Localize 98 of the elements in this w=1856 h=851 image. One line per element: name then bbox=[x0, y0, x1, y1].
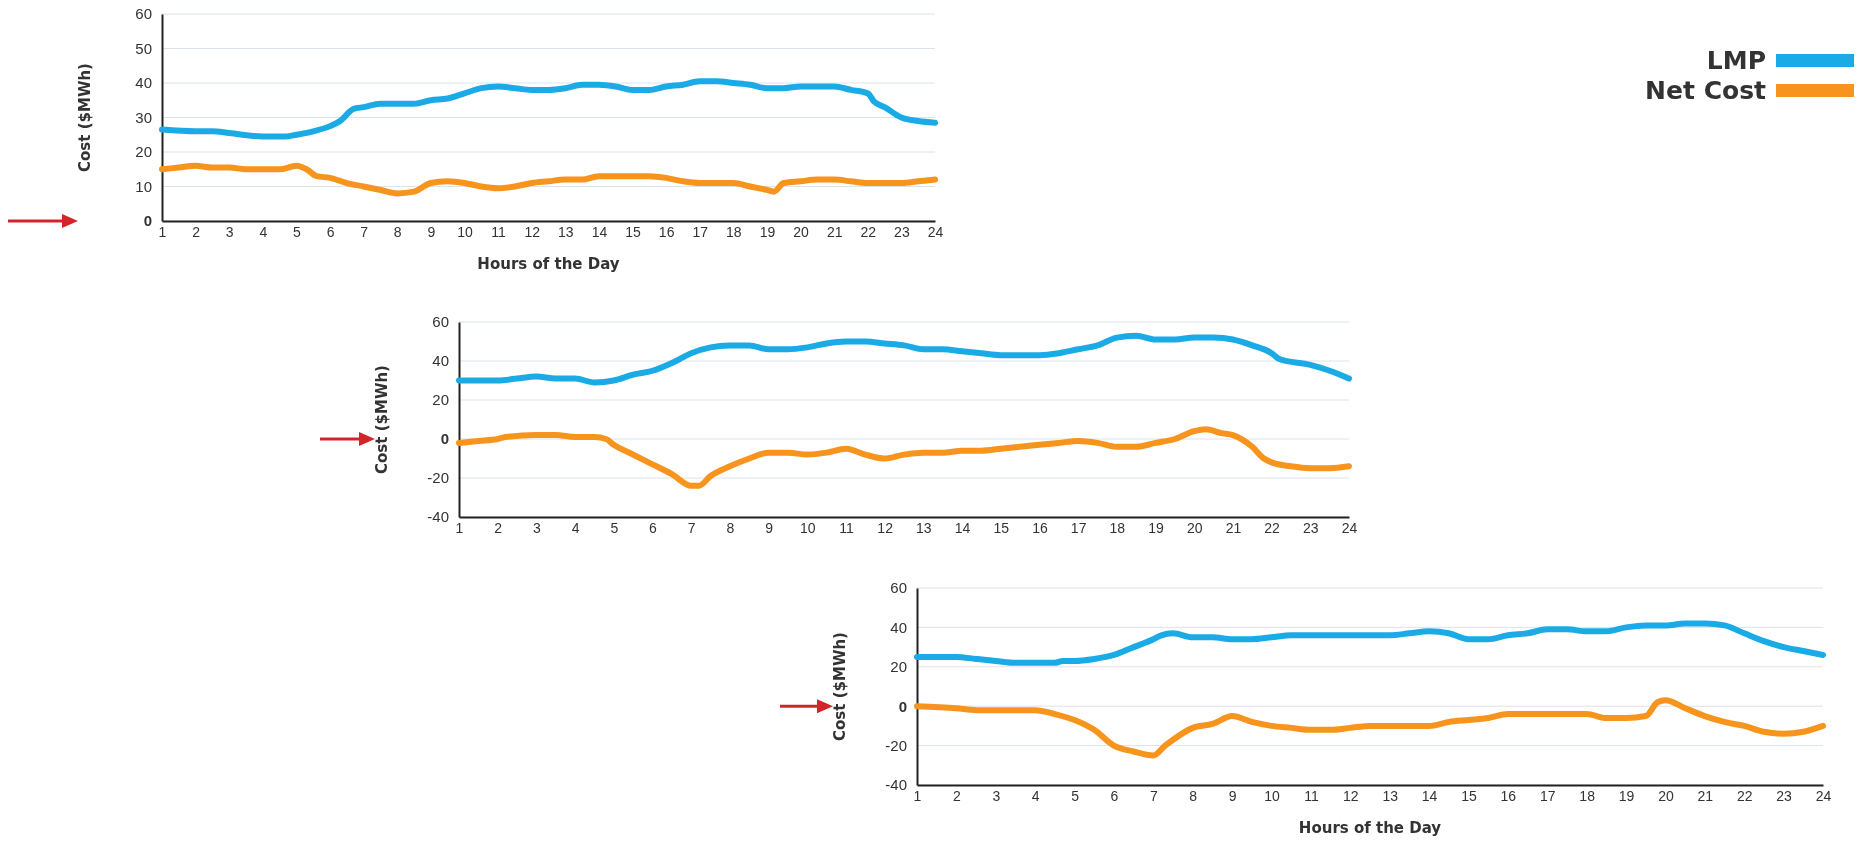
x-tick-label: 13 bbox=[558, 223, 574, 240]
x-tick-label: 17 bbox=[692, 223, 709, 240]
x-tick-label: 24 bbox=[1815, 787, 1832, 804]
x-tick-label: 11 bbox=[839, 519, 854, 536]
x-tick-label: 8 bbox=[1189, 787, 1198, 804]
x-tick-label: 10 bbox=[799, 519, 816, 536]
x-tick-label: 23 bbox=[1776, 787, 1793, 804]
x-tick-label: 6 bbox=[649, 519, 658, 536]
x-tick-label: 12 bbox=[877, 519, 894, 536]
x-tick-label: 23 bbox=[894, 223, 910, 240]
x-tick-label: 7 bbox=[1149, 787, 1158, 804]
y-tick-label: 20 bbox=[432, 391, 449, 409]
x-tick-label: 21 bbox=[826, 223, 843, 240]
x-tick-label: 17 bbox=[1070, 519, 1087, 536]
x-tick-label: 11 bbox=[491, 223, 507, 240]
y-tick-label: 40 bbox=[135, 74, 152, 92]
y-tick-label: 0 bbox=[143, 212, 152, 230]
x-tick-label: 6 bbox=[326, 223, 335, 240]
x-tick-label: 18 bbox=[1579, 787, 1596, 804]
y-tick-label: 60 bbox=[432, 313, 449, 331]
y-tick-label: 10 bbox=[135, 177, 152, 195]
x-tick-label: 14 bbox=[954, 519, 971, 536]
y-tick-label: 40 bbox=[432, 352, 449, 370]
x-tick-label: 16 bbox=[658, 223, 675, 240]
x-tick-label: 4 bbox=[259, 223, 268, 240]
y-axis-title: Cost ($MWh) bbox=[831, 632, 849, 741]
x-tick-label: 1 bbox=[913, 787, 922, 804]
x-tick-label: 22 bbox=[1736, 787, 1753, 804]
y-tick-label: -40 bbox=[885, 776, 907, 794]
x-tick-label: 2 bbox=[952, 787, 961, 804]
x-tick-label: 5 bbox=[610, 519, 619, 536]
x-tick-label: 4 bbox=[571, 519, 580, 536]
x-tick-label: 10 bbox=[1264, 787, 1281, 804]
x-tick-label: 17 bbox=[1539, 787, 1556, 804]
y-tick-label: 40 bbox=[890, 618, 907, 636]
x-tick-label: 16 bbox=[1500, 787, 1517, 804]
x-tick-label: 1 bbox=[455, 519, 464, 536]
x-tick-label: 15 bbox=[625, 223, 642, 240]
y-axis-title: Cost ($MWh) bbox=[76, 63, 94, 172]
x-tick-label: 20 bbox=[1186, 519, 1203, 536]
x-tick-label: 7 bbox=[360, 223, 369, 240]
y-tick-label: 60 bbox=[135, 5, 152, 23]
x-tick-label: 15 bbox=[993, 519, 1010, 536]
x-tick-label: 1 bbox=[158, 223, 167, 240]
x-tick-label: 7 bbox=[687, 519, 696, 536]
x-tick-label: 22 bbox=[860, 223, 877, 240]
x-tick-label: 15 bbox=[1461, 787, 1477, 804]
x-tick-label: 9 bbox=[1228, 787, 1237, 804]
x-tick-label: 3 bbox=[532, 519, 541, 536]
x-tick-label: 3 bbox=[992, 787, 1001, 804]
x-tick-label: 8 bbox=[726, 519, 735, 536]
x-tick-label: 12 bbox=[1343, 787, 1359, 804]
legend-label: Net Cost bbox=[1645, 76, 1767, 105]
x-axis-title: Hours of the Day bbox=[477, 255, 620, 273]
x-tick-label: 13 bbox=[916, 519, 932, 536]
y-tick-label: -20 bbox=[885, 736, 907, 754]
x-tick-label: 14 bbox=[1421, 787, 1438, 804]
x-tick-label: 22 bbox=[1264, 519, 1281, 536]
x-tick-label: 18 bbox=[1109, 519, 1126, 536]
y-tick-label: 50 bbox=[135, 39, 152, 57]
x-tick-label: 12 bbox=[524, 223, 541, 240]
y-axis-title: Cost ($MWh) bbox=[373, 365, 391, 474]
x-tick-label: 10 bbox=[457, 223, 473, 240]
y-tick-label: 20 bbox=[135, 143, 152, 161]
x-axis-title: Hours of the Day bbox=[1298, 819, 1442, 837]
x-tick-label: 21 bbox=[1225, 519, 1242, 536]
x-tick-label: 11 bbox=[1304, 787, 1319, 804]
x-tick-label: 24 bbox=[927, 223, 944, 240]
x-tick-label: 19 bbox=[1148, 519, 1165, 536]
x-tick-label: 5 bbox=[1071, 787, 1080, 804]
y-tick-label: 60 bbox=[890, 579, 907, 597]
x-tick-label: 6 bbox=[1110, 787, 1119, 804]
x-tick-label: 20 bbox=[793, 223, 810, 240]
x-tick-label: 19 bbox=[1618, 787, 1635, 804]
y-tick-label: 0 bbox=[898, 697, 907, 715]
x-tick-label: 21 bbox=[1697, 787, 1714, 804]
x-tick-label: 3 bbox=[225, 223, 234, 240]
x-tick-label: 14 bbox=[591, 223, 608, 240]
x-tick-label: 9 bbox=[427, 223, 436, 240]
y-tick-label: 0 bbox=[440, 430, 449, 448]
x-tick-label: 16 bbox=[1032, 519, 1048, 536]
y-tick-label: -20 bbox=[427, 469, 449, 487]
x-tick-label: 13 bbox=[1382, 787, 1399, 804]
x-tick-label: 24 bbox=[1341, 519, 1358, 536]
x-tick-label: 19 bbox=[759, 223, 776, 240]
x-tick-label: 8 bbox=[393, 223, 402, 240]
x-tick-label: 2 bbox=[192, 223, 201, 240]
y-tick-label: -40 bbox=[427, 508, 449, 526]
x-tick-label: 20 bbox=[1658, 787, 1674, 804]
x-tick-label: 4 bbox=[1031, 787, 1040, 804]
y-tick-label: 20 bbox=[890, 658, 907, 676]
x-tick-label: 18 bbox=[726, 223, 742, 240]
x-tick-label: 2 bbox=[494, 519, 503, 536]
y-tick-label: 30 bbox=[135, 108, 152, 126]
x-tick-label: 9 bbox=[765, 519, 774, 536]
x-tick-label: 5 bbox=[293, 223, 302, 240]
legend-label: LMP bbox=[1706, 46, 1766, 75]
x-tick-label: 23 bbox=[1303, 519, 1319, 536]
